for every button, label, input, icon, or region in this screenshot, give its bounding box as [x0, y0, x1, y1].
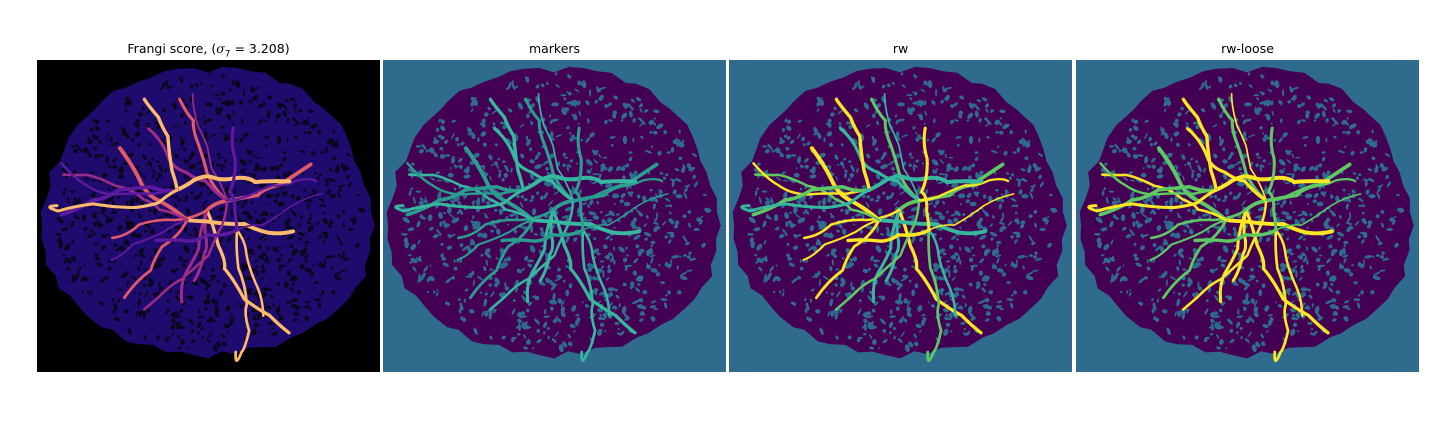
vessel — [227, 126, 239, 232]
vessel — [235, 228, 265, 318]
vessel — [524, 97, 575, 202]
vessel — [1150, 208, 1248, 240]
vessel — [740, 188, 871, 213]
vessel — [815, 218, 881, 300]
panel-title-rw-loose: rw-loose — [1221, 41, 1274, 56]
vessel — [493, 127, 575, 202]
vessel — [457, 208, 555, 240]
vessel — [802, 218, 881, 261]
vessel — [834, 97, 871, 192]
vessel — [1274, 228, 1304, 318]
vessel — [1181, 198, 1268, 311]
vessel — [110, 218, 189, 261]
vessel-layer — [740, 93, 1015, 363]
rw-loose-image — [1076, 60, 1419, 372]
vessel — [551, 208, 637, 335]
vessel — [571, 178, 664, 202]
vessel — [147, 127, 229, 202]
vessel — [488, 198, 575, 311]
vessel — [178, 97, 229, 202]
vessel — [877, 218, 988, 236]
vessel — [154, 228, 239, 243]
vessel — [834, 198, 921, 311]
vessel — [531, 218, 642, 236]
panel-title-markers: markers — [528, 41, 581, 56]
vessel — [917, 178, 1010, 202]
markers-image — [383, 60, 726, 372]
vessel — [111, 208, 209, 240]
vessel — [551, 162, 659, 212]
vessel — [1162, 218, 1228, 300]
vessel — [1266, 126, 1278, 232]
vessel — [803, 208, 901, 240]
rw-loose-svg — [1076, 60, 1419, 372]
vessel — [488, 97, 525, 192]
vessel — [1214, 174, 1331, 192]
frangi-title-suffix: = 3.208) — [230, 41, 290, 56]
vessel — [582, 193, 669, 231]
vessel — [871, 208, 901, 304]
rw-svg — [729, 60, 1072, 372]
vessel-layer — [48, 93, 323, 363]
vessel — [1275, 193, 1362, 231]
vessel-layer — [394, 93, 669, 363]
vessel — [580, 228, 597, 363]
vessel — [1087, 188, 1218, 213]
vessel — [839, 127, 921, 202]
vessel — [48, 188, 179, 213]
vessel — [236, 193, 323, 231]
vessel — [846, 228, 931, 243]
vessel — [897, 208, 983, 335]
vessel — [185, 218, 296, 236]
vessel — [1244, 208, 1330, 335]
markers-svg — [383, 60, 726, 372]
sigma-symbol: σ — [216, 41, 225, 56]
vessel — [1181, 97, 1218, 192]
vessel — [867, 174, 984, 192]
vessel — [1273, 228, 1290, 363]
vessel — [500, 228, 585, 243]
vessel — [123, 218, 189, 300]
vessel — [175, 174, 292, 192]
vessel — [205, 208, 291, 335]
vessel — [469, 218, 535, 300]
vessel — [521, 174, 638, 192]
vessel — [394, 188, 525, 213]
vessel — [1149, 218, 1228, 261]
vessel — [1186, 127, 1268, 202]
sigma-subscript: 7 — [224, 49, 231, 60]
vessel — [142, 198, 229, 311]
vessel — [456, 218, 535, 261]
vessel — [179, 208, 209, 304]
frangi-score-svg — [37, 60, 380, 372]
vessel — [919, 126, 931, 232]
vessel — [927, 228, 957, 318]
vessel — [1193, 228, 1278, 243]
vessel — [525, 208, 555, 304]
panel-title-rw: rw — [892, 41, 909, 56]
vessel — [897, 162, 1005, 212]
vessel — [225, 178, 318, 202]
vessel — [573, 126, 585, 232]
vessel — [1217, 97, 1268, 202]
vessel — [142, 97, 179, 192]
frangi-score-image — [37, 60, 380, 372]
vessel — [205, 162, 313, 212]
vessel — [1244, 162, 1352, 212]
vessel — [1224, 218, 1335, 236]
vessel-layer — [1087, 93, 1362, 363]
frangi-title-prefix: Frangi score, ( — [127, 41, 217, 56]
vessel — [870, 97, 921, 202]
vessel — [926, 228, 943, 363]
vessel — [1264, 178, 1357, 202]
vessel — [928, 193, 1015, 231]
vessel — [234, 228, 251, 363]
vessel — [581, 228, 611, 318]
vessel — [1218, 208, 1248, 304]
panel-title-frangi: Frangi score, (σ7 = 3.208) — [37, 41, 380, 60]
texture-layer — [55, 72, 366, 353]
rw-image — [729, 60, 1072, 372]
